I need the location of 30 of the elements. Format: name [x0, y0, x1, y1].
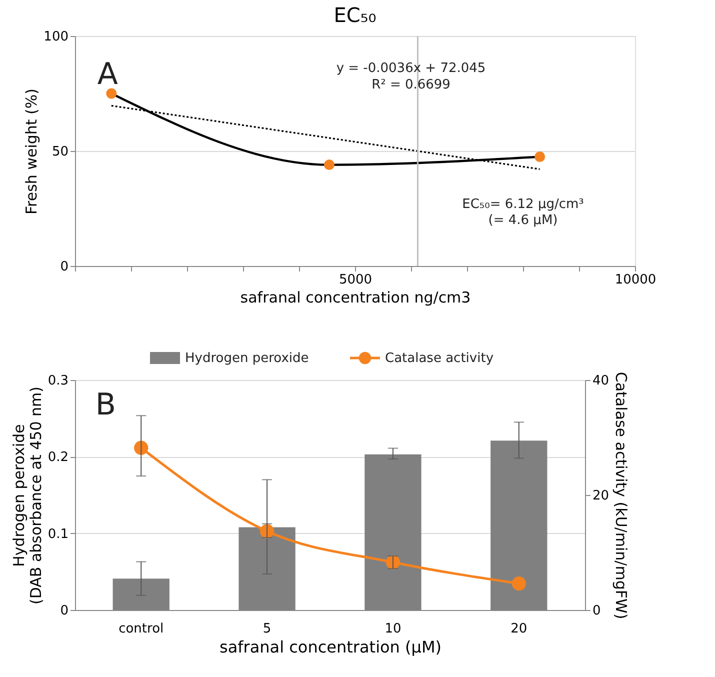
annotation: B	[95, 387, 116, 422]
y-axis-title: Fresh weight (%)	[22, 88, 41, 214]
y-axis-title: Hydrogen peroxide (DAB absorbance at 450 nm)	[10, 386, 45, 605]
x-tick-label: 10	[384, 622, 402, 636]
annotation: EC₅₀= 6.12 µg/cm³	[462, 196, 584, 212]
y2-axis-title: Catalase activity (kU/min/mgFW)	[612, 372, 630, 620]
y-tick-label: 0.3	[48, 374, 68, 388]
annotation: A	[97, 57, 118, 92]
annotation: R² = 0.6699	[372, 77, 450, 92]
x-tick-label: 5	[262, 622, 272, 636]
annotation: y = -0.0036x + 72.045	[336, 61, 486, 76]
x-tick-label: 20	[510, 622, 528, 636]
y-tick-label: 0	[60, 260, 68, 274]
y-tick-label: 0.1	[48, 526, 68, 542]
x-axis-title: safranal concentration ng/cm3	[240, 288, 471, 306]
y-tick-label: 0	[60, 604, 68, 618]
chart-title: EC₅₀	[334, 3, 376, 27]
y-tick-label: 0.2	[48, 450, 68, 466]
legend-label: Hydrogen peroxide	[185, 351, 309, 366]
y-tick-label: 100	[44, 30, 68, 44]
y-tick-label: 50	[52, 144, 68, 160]
x-axis-title: safranal concentration (µM)	[220, 638, 442, 656]
x-tick-label: 5000	[338, 272, 372, 288]
legend-label: Catalase activity	[385, 351, 494, 366]
annotation: (= 4.6 µM)	[488, 213, 558, 228]
y2-tick-label: 0	[592, 604, 601, 618]
x-tick-label: 10000	[614, 272, 656, 288]
y2-tick-label: 20	[592, 488, 610, 504]
x-tick-label: control	[118, 622, 164, 636]
y2-tick-label: 40	[592, 374, 610, 388]
